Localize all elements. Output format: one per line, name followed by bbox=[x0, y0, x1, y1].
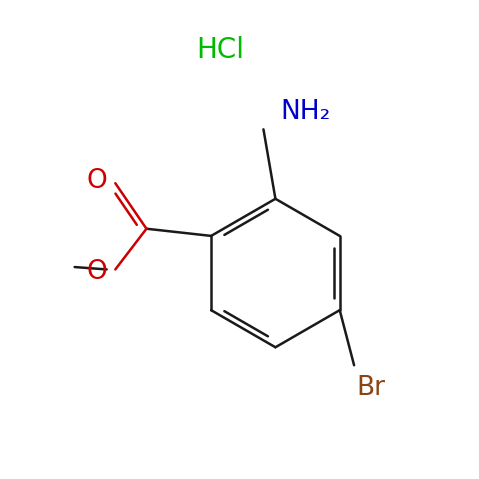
Text: O: O bbox=[87, 259, 107, 285]
Text: NH₂: NH₂ bbox=[280, 99, 331, 125]
Text: O: O bbox=[87, 168, 107, 194]
Text: Br: Br bbox=[356, 375, 386, 401]
Text: HCl: HCl bbox=[196, 36, 244, 64]
